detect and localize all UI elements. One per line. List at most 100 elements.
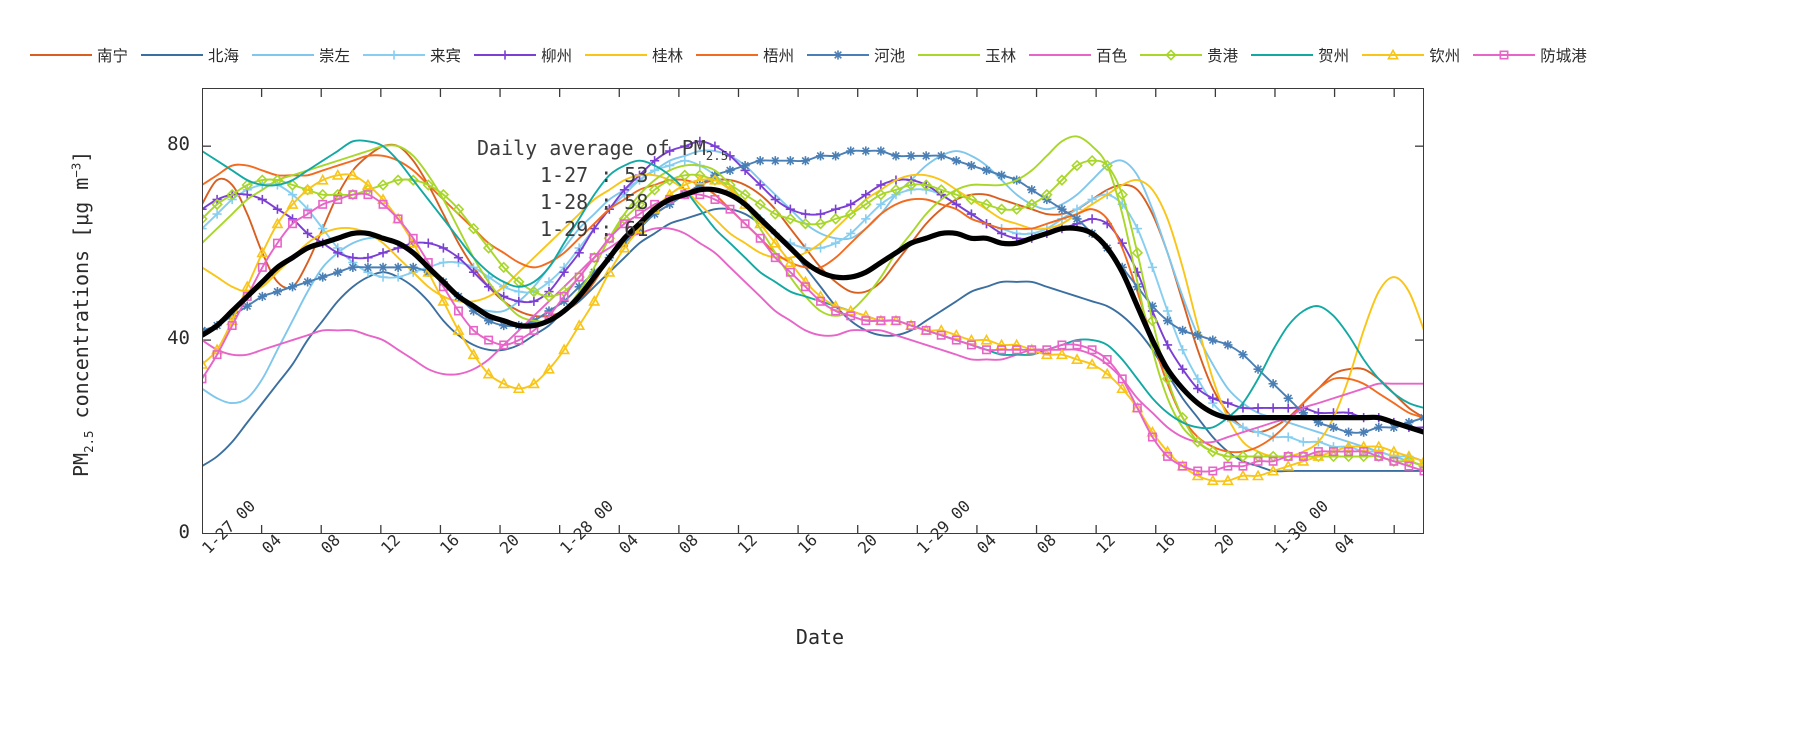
series-marker	[1057, 204, 1067, 214]
legend-label: 百色	[1096, 47, 1128, 65]
series-marker	[497, 261, 510, 274]
series-marker	[816, 296, 826, 306]
series-marker	[1267, 464, 1280, 476]
series-marker	[202, 204, 207, 214]
series-marker	[257, 194, 267, 205]
series-marker	[1374, 451, 1384, 461]
annotation-line-3: 1-29 : 61	[540, 217, 649, 241]
legend-item-1[interactable]: 北海	[141, 44, 239, 66]
series-marker	[982, 345, 991, 355]
series-marker	[665, 146, 675, 156]
series-marker	[1389, 456, 1399, 466]
series-marker	[333, 248, 343, 258]
legend-item-3[interactable]: 来宾	[363, 44, 461, 66]
legend-item-0[interactable]: 南宁	[30, 44, 128, 66]
x-tick-label-16: 16	[1151, 530, 1179, 558]
series-marker	[875, 188, 887, 201]
series-marker	[333, 195, 343, 204]
legend-item-12[interactable]: 钦州	[1362, 44, 1460, 66]
series-marker	[1207, 445, 1219, 458]
series-marker	[1298, 451, 1308, 461]
series-marker	[619, 219, 629, 229]
legend-swatch	[474, 47, 537, 63]
series-marker	[301, 183, 314, 195]
x-tick-label-2: 08	[317, 530, 345, 558]
series-marker	[1010, 203, 1023, 215]
series-marker	[784, 213, 797, 225]
legend-swatch	[918, 47, 981, 63]
series-marker	[1056, 174, 1068, 186]
series-marker	[1131, 247, 1144, 259]
y-axis-title: PM2.5 concentrations [μg m−3]	[68, 114, 96, 514]
legend-item-11[interactable]: 贺州	[1251, 44, 1349, 66]
series-marker	[378, 272, 388, 282]
x-tick-label-5: 20	[496, 530, 524, 558]
series-marker	[1252, 469, 1265, 481]
series-marker	[303, 204, 313, 214]
legend-item-9[interactable]: 百色	[1029, 44, 1127, 66]
series-marker	[1374, 422, 1384, 432]
series-marker	[469, 325, 479, 335]
series-marker	[785, 204, 795, 214]
series-marker	[1344, 447, 1354, 457]
series-marker	[1146, 314, 1159, 327]
series-marker	[935, 324, 948, 335]
series-marker	[649, 156, 660, 166]
series-marker	[527, 377, 540, 389]
legend-label: 来宾	[430, 47, 462, 65]
series-marker	[890, 184, 902, 196]
series-marker	[437, 295, 450, 306]
legend-marker-square-icon	[1499, 50, 1509, 60]
legend-item-6[interactable]: 梧州	[696, 44, 794, 66]
legend-swatch	[141, 47, 204, 63]
series-marker	[710, 141, 720, 151]
series-marker	[1012, 345, 1022, 355]
series-marker	[800, 156, 811, 166]
series-marker	[1086, 154, 1098, 167]
series-marker	[257, 291, 267, 302]
x-tick-label-4: 16	[436, 530, 464, 558]
series-marker	[966, 160, 977, 171]
series-marker	[1042, 345, 1052, 355]
legend-item-2[interactable]: 崇左	[252, 44, 350, 66]
legend-swatch	[30, 47, 92, 63]
x-tick-label-11: 20	[853, 530, 881, 558]
series-marker	[769, 208, 782, 220]
series-marker	[996, 228, 1007, 239]
series-marker	[331, 169, 344, 180]
series-marker	[393, 272, 403, 282]
series-marker	[603, 265, 616, 277]
series-marker	[649, 165, 660, 176]
series-marker	[844, 304, 857, 316]
series-marker	[1087, 345, 1097, 355]
series-marker	[950, 188, 963, 201]
legend-label: 玉林	[985, 47, 1017, 65]
series-marker	[799, 218, 812, 230]
series-marker	[665, 160, 675, 171]
series-marker	[936, 151, 946, 161]
series-marker	[861, 316, 871, 326]
legend-item-4[interactable]: 柳州	[474, 44, 572, 66]
legend-item-10[interactable]: 贵港	[1140, 44, 1238, 66]
legend-item-8[interactable]: 玉林	[918, 44, 1016, 66]
series-marker	[770, 194, 780, 205]
series-marker	[346, 169, 359, 180]
series-marker	[633, 198, 646, 211]
legend-label: 贺州	[1318, 47, 1350, 65]
series-marker	[286, 179, 299, 191]
series-marker	[965, 193, 978, 206]
series-marker	[740, 160, 750, 171]
legend-item-7[interactable]: 河池	[807, 44, 905, 66]
series-marker	[467, 348, 480, 360]
legend-swatch	[585, 47, 648, 63]
series-marker	[377, 179, 389, 191]
series-marker	[1419, 422, 1424, 432]
legend-item-5[interactable]: 桂林	[585, 44, 683, 66]
series-marker	[831, 306, 841, 316]
series-marker	[1193, 383, 1203, 394]
series-marker	[1418, 455, 1424, 466]
series-marker	[861, 190, 871, 200]
legend-item-13[interactable]: 防城港	[1473, 44, 1587, 66]
series-marker	[1071, 159, 1083, 172]
series-marker	[1193, 330, 1203, 340]
